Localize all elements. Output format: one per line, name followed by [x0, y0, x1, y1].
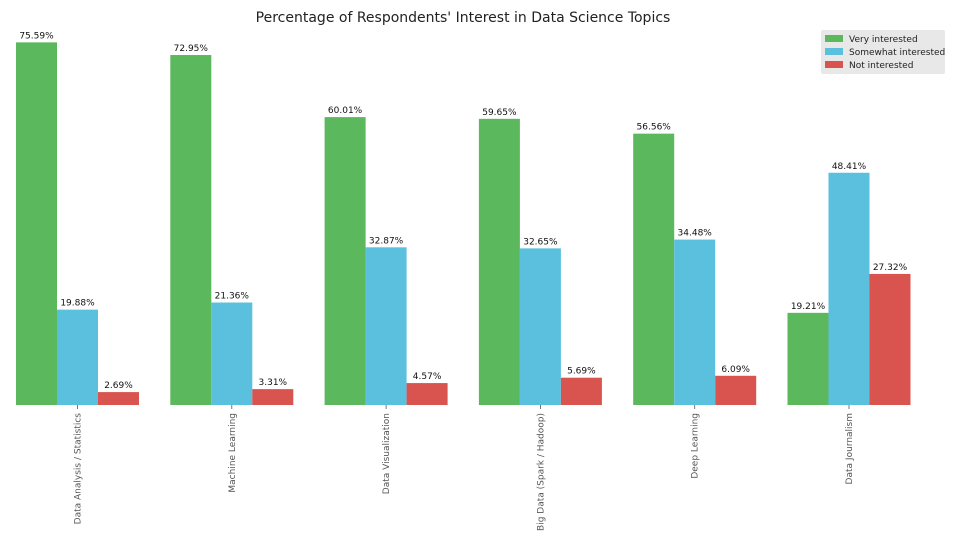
bar-not-interested: [406, 383, 448, 405]
bar-not-interested: [560, 377, 602, 405]
bar-very-interested: [787, 312, 829, 405]
value-label: 21.36%: [215, 292, 250, 302]
legend-swatch: [825, 48, 843, 55]
value-label: 3.31%: [259, 378, 288, 388]
bar-somewhat-interested: [674, 239, 716, 405]
value-label: 56.56%: [637, 123, 672, 133]
value-label: 32.87%: [369, 236, 404, 246]
legend-entry: Not interested: [849, 61, 913, 71]
value-label: 60.01%: [328, 106, 363, 116]
value-label: 34.48%: [678, 229, 713, 239]
x-tick-labels-layer: Data Analysis / Statistics Machine Learni…: [74, 405, 855, 531]
bars-layer: [16, 42, 911, 406]
x-tick-label: Data Analysis / Statistics: [74, 413, 84, 525]
bar-somewhat-interested: [211, 302, 253, 405]
value-label: 59.65%: [482, 108, 517, 118]
bar-very-interested: [478, 118, 520, 406]
legend-box: [821, 30, 945, 74]
x-tick-label: Data Visualization: [382, 413, 392, 494]
x-tick-label: Deep Learning: [691, 413, 701, 479]
value-label: 75.59%: [19, 31, 54, 41]
legend-swatch: [825, 35, 843, 42]
x-tick-label: Data Journalism: [845, 413, 855, 484]
bar-very-interested: [16, 42, 57, 405]
legend: Very interested Somewhat interested Not in…: [821, 30, 945, 74]
legend-entry: Very interested: [849, 35, 918, 45]
legend-swatch: [825, 61, 843, 68]
value-label: 27.32%: [873, 263, 908, 273]
bar-not-interested: [252, 389, 294, 405]
bar-not-interested: [869, 273, 911, 405]
bar-very-interested: [324, 117, 366, 405]
bar-very-interested: [633, 133, 675, 405]
x-tick-label: Machine Learning: [228, 413, 238, 493]
value-label: 6.09%: [721, 365, 750, 375]
bar-very-interested: [170, 55, 212, 405]
value-labels-layer: 75.59% 19.88% 2.69% 72.95% 21.36% 3.31% 60.01%…: [19, 31, 907, 391]
value-label: 19.21%: [791, 302, 826, 312]
value-label: 2.69%: [104, 381, 133, 391]
bar-somewhat-interested: [57, 309, 98, 405]
bar-not-interested: [98, 392, 139, 405]
legend-entry: Somewhat interested: [849, 48, 945, 58]
bar-somewhat-interested: [828, 172, 870, 405]
bar-somewhat-interested: [365, 247, 407, 405]
value-label: 72.95%: [174, 44, 209, 54]
chart-title: Percentage of Respondents' Interest in D…: [256, 10, 671, 26]
value-label: 4.57%: [413, 372, 442, 382]
x-tick-label: Big Data (Spark / Hadoop): [536, 413, 546, 531]
bar-not-interested: [715, 375, 757, 405]
value-label: 5.69%: [567, 367, 596, 377]
bar-somewhat-interested: [519, 248, 561, 405]
value-label: 48.41%: [832, 162, 867, 172]
value-label: 19.88%: [60, 299, 95, 309]
value-label: 32.65%: [523, 237, 558, 247]
